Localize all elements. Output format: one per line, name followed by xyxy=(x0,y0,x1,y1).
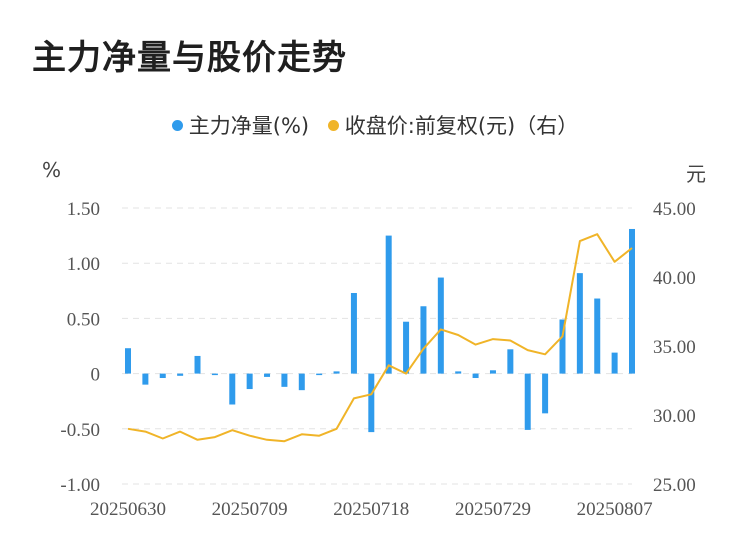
bar xyxy=(350,293,357,374)
bar xyxy=(629,228,635,374)
bar xyxy=(229,373,236,405)
bar xyxy=(507,349,514,374)
bar xyxy=(125,348,131,374)
legend-dot-close-price xyxy=(327,119,339,131)
bar xyxy=(246,373,253,390)
y-right-tick-label: 25.00 xyxy=(653,475,696,496)
bar xyxy=(437,277,444,374)
bar xyxy=(403,321,410,374)
legend-label-close-price: 收盘价:前复权(元)（右） xyxy=(344,114,579,138)
bar xyxy=(281,373,288,387)
y-left-tick-label: -1.00 xyxy=(60,475,100,496)
x-tick-label: 20250718 xyxy=(333,499,409,520)
legend-item-net-volume[interactable]: 主力净量(%) xyxy=(171,110,310,140)
chart-legend: 主力净量(%) 收盘价:前复权(元)（右） xyxy=(0,110,750,140)
bar xyxy=(264,373,271,377)
bar xyxy=(611,352,618,374)
bar xyxy=(385,235,392,374)
x-tick-label: 20250630 xyxy=(90,499,166,520)
y-left-tick-label: 0.50 xyxy=(67,309,100,330)
bar xyxy=(142,373,149,385)
y-right-tick-label: 40.00 xyxy=(653,268,696,289)
bar xyxy=(489,370,496,374)
bar xyxy=(576,273,583,374)
legend-dot-net-volume xyxy=(171,119,183,131)
legend-label-net-volume: 主力净量(%) xyxy=(188,114,310,138)
bar xyxy=(368,373,375,433)
y-left-tick-label: 1.50 xyxy=(67,199,100,220)
bar xyxy=(542,373,549,414)
bar xyxy=(524,373,531,430)
bar xyxy=(316,373,323,376)
y-right-tick-label: 45.00 xyxy=(653,199,696,220)
bar xyxy=(420,306,427,374)
x-tick-label: 20250729 xyxy=(455,499,531,520)
y-right-tick-label: 35.00 xyxy=(653,337,696,358)
right-axis-unit: 元 xyxy=(686,162,706,186)
y-right-tick-label: 30.00 xyxy=(653,406,696,427)
y-left-tick-label: 0 xyxy=(91,365,101,386)
bar xyxy=(298,373,305,391)
bar xyxy=(194,355,201,374)
close-price-line xyxy=(127,233,633,443)
legend-item-close-price[interactable]: 收盘价:前复权(元)（右） xyxy=(327,110,579,140)
y-left-tick-label: 1.00 xyxy=(67,254,100,275)
bar xyxy=(594,298,601,374)
y-left-tick-label: -0.50 xyxy=(60,420,100,441)
bar xyxy=(211,373,218,376)
bar xyxy=(177,373,184,376)
page-title: 主力净量与股价走势 xyxy=(32,38,347,78)
x-tick-label: 20250807 xyxy=(577,499,653,520)
bar xyxy=(472,373,479,379)
left-axis-unit: % xyxy=(42,158,62,182)
bar xyxy=(559,319,566,374)
bar xyxy=(333,371,340,374)
bar xyxy=(159,373,166,379)
bar xyxy=(455,371,462,374)
x-tick-label: 20250709 xyxy=(212,499,288,520)
